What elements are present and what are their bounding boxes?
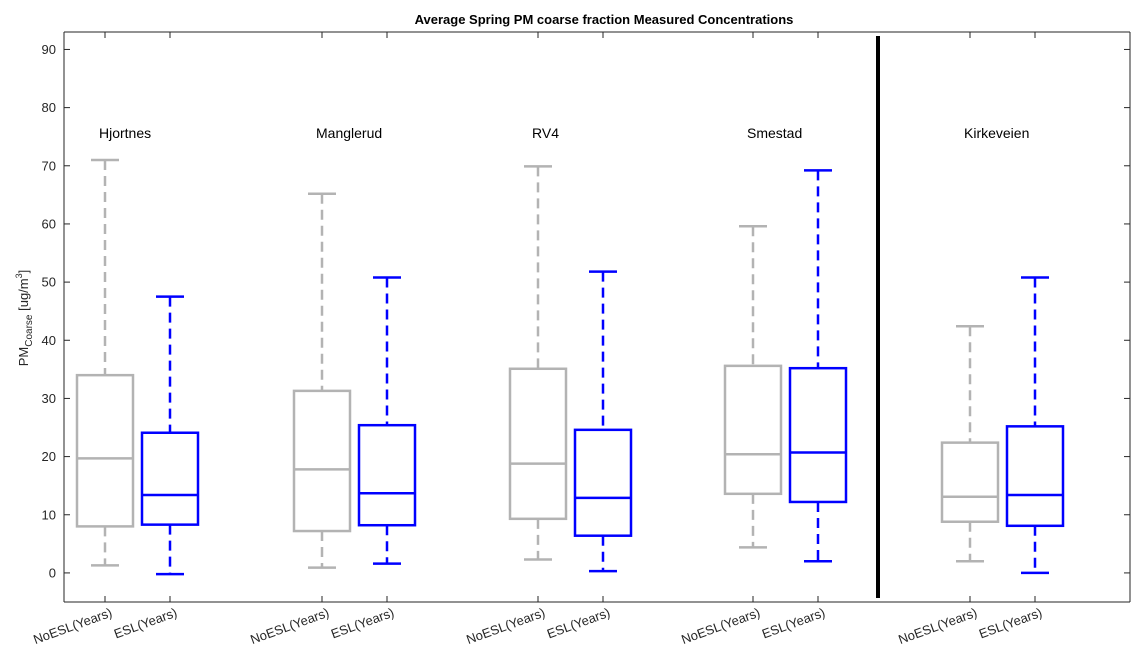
y-tick-label: 60 bbox=[42, 216, 56, 231]
site-label: Smestad bbox=[747, 125, 802, 141]
y-tick-label: 10 bbox=[42, 507, 56, 522]
y-tick-label: 70 bbox=[42, 158, 56, 173]
box-iqr bbox=[357, 423, 417, 527]
y-axis-label-superscript: 3 bbox=[14, 273, 24, 278]
site-group-smestad: Smestad bbox=[723, 125, 848, 563]
site-label: Kirkeveien bbox=[964, 125, 1029, 141]
box-iqr bbox=[788, 366, 848, 504]
box-iqr bbox=[292, 389, 352, 533]
x-tick-label: ESL(Years) bbox=[760, 605, 827, 642]
box-iqr bbox=[140, 431, 200, 526]
site-group-manglerud: Manglerud bbox=[292, 125, 417, 569]
site-group-kirkeveien: Kirkeveien bbox=[940, 125, 1065, 575]
svg-text:PMCoarse [ug/m3]: PMCoarse [ug/m3] bbox=[14, 270, 35, 367]
x-tick-label: ESL(Years) bbox=[112, 605, 179, 642]
box-iqr bbox=[75, 373, 135, 528]
chart-title: Average Spring PM coarse fraction Measur… bbox=[415, 12, 794, 27]
x-tick-label: NoESL(Years) bbox=[31, 605, 114, 647]
box-iqr bbox=[1005, 425, 1065, 528]
site-group-hjortnes: Hjortnes bbox=[75, 125, 200, 576]
x-tick-label: ESL(Years) bbox=[329, 605, 396, 642]
x-tick-label: NoESL(Years) bbox=[248, 605, 331, 647]
site-group-rv4: RV4 bbox=[508, 125, 633, 573]
y-tick-label: 50 bbox=[42, 275, 56, 290]
y-axis-label-unit: [ug/m bbox=[16, 278, 31, 314]
y-tick-label: 80 bbox=[42, 100, 56, 115]
y-tick-label: 40 bbox=[42, 333, 56, 348]
x-tick-label: NoESL(Years) bbox=[464, 605, 547, 647]
x-tick-label: NoESL(Years) bbox=[679, 605, 762, 647]
y-axis-label: PMCoarse [ug/m3] bbox=[14, 270, 35, 367]
x-tick-label: ESL(Years) bbox=[545, 605, 612, 642]
y-axis-label-main: PM bbox=[16, 347, 31, 367]
box-iqr bbox=[723, 364, 783, 496]
y-tick-label: 90 bbox=[42, 42, 56, 57]
x-tick-label: ESL(Years) bbox=[977, 605, 1044, 642]
site-label: Manglerud bbox=[316, 125, 382, 141]
y-tick-label: 20 bbox=[42, 449, 56, 464]
box-iqr bbox=[508, 367, 568, 521]
site-label: Hjortnes bbox=[99, 125, 151, 141]
y-axis-label-unit-close: ] bbox=[16, 270, 31, 274]
y-axis-label-subscript: Coarse bbox=[24, 314, 35, 347]
y-tick-label: 0 bbox=[49, 565, 56, 580]
plot-marks: Hjortnes Manglerud RV4 Smestad Kirkeveien bbox=[75, 36, 1065, 598]
box-iqr bbox=[573, 428, 633, 537]
box-iqr bbox=[940, 441, 1000, 523]
x-tick-label: NoESL(Years) bbox=[896, 605, 979, 647]
y-tick-label: 30 bbox=[42, 391, 56, 406]
site-label: RV4 bbox=[532, 125, 559, 141]
